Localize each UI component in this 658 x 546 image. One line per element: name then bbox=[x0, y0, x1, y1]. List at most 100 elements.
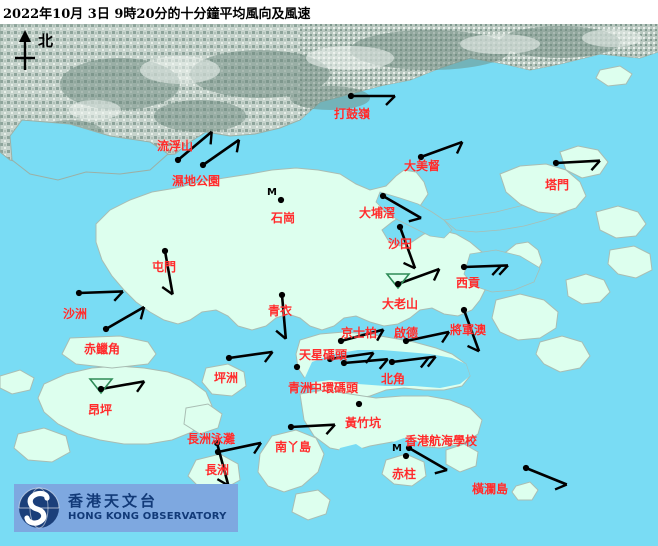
station-dot-icon bbox=[402, 337, 410, 345]
station-label: 京士柏 bbox=[341, 326, 378, 340]
station-dot-icon bbox=[199, 161, 207, 169]
station-label: 塔門 bbox=[545, 178, 570, 192]
station-dot-icon bbox=[396, 223, 404, 231]
wind-barb bbox=[408, 446, 448, 475]
station-dot-icon bbox=[460, 263, 468, 271]
station-dot-icon bbox=[287, 423, 295, 431]
station-dot-icon bbox=[394, 280, 402, 288]
hko-logo: 香港天文台 HONG KONG OBSERVATORY bbox=[14, 484, 238, 532]
station-dot-icon bbox=[522, 464, 530, 472]
station-label: 青衣 bbox=[268, 304, 293, 318]
wind-barb bbox=[105, 305, 146, 331]
wind-barb bbox=[202, 138, 241, 167]
wind-barb bbox=[555, 159, 601, 171]
wind-barb bbox=[161, 250, 174, 296]
hk-island-land bbox=[299, 389, 483, 453]
wind-barb bbox=[340, 328, 385, 343]
wind-barb bbox=[100, 380, 146, 393]
station-dot-icon bbox=[388, 358, 396, 366]
station-label: 中環碼頭 bbox=[310, 381, 359, 395]
station-label: 屯門 bbox=[152, 260, 177, 274]
station-dot-icon bbox=[402, 452, 410, 460]
peng-chau-island bbox=[201, 363, 247, 397]
north-label: 北 bbox=[38, 32, 54, 50]
station-label: 沙田 bbox=[388, 237, 413, 251]
page-title: 2022年10月 3日 9時20分的十分鐘平均風向及風速 bbox=[3, 7, 311, 22]
station-label: 南丫島 bbox=[275, 440, 312, 454]
station-label: 昂坪 bbox=[88, 403, 113, 417]
station-dot-icon bbox=[552, 159, 560, 167]
waglan-island bbox=[511, 481, 539, 501]
wind-barb bbox=[525, 466, 568, 491]
station-label: 赤鱲角 bbox=[84, 342, 121, 356]
wind-barbs-layer bbox=[78, 94, 601, 491]
north-arrow-icon: 北 bbox=[8, 28, 64, 72]
station-dot-icon bbox=[340, 359, 348, 367]
station-dot-icon bbox=[337, 337, 345, 345]
wind-barb bbox=[351, 94, 396, 106]
station-dot-icon bbox=[326, 355, 334, 363]
station-dot-icon bbox=[214, 448, 222, 456]
station-label: 石崗 bbox=[271, 211, 296, 225]
station-dot-icon bbox=[97, 385, 105, 393]
station-dot-icon bbox=[161, 247, 169, 255]
station-label: 打鼓嶺 bbox=[334, 107, 371, 121]
station-label: 橫瀾島 bbox=[472, 482, 509, 496]
mountain-station-marker-icon bbox=[88, 378, 114, 395]
map-canvas[interactable]: 北 打鼓嶺流浮山濕地公園 M 石崗 大美督塔門大埔滘沙田西貢 屯門沙洲赤鱲角昂坪 青衣 大老… bbox=[0, 24, 658, 546]
wind-barb bbox=[275, 294, 288, 340]
wind-barb bbox=[420, 140, 464, 159]
station-dot-icon bbox=[379, 192, 387, 200]
station-label: 大美督 bbox=[404, 159, 441, 173]
wind-barb bbox=[463, 264, 509, 276]
station-label: 坪洲 bbox=[214, 371, 239, 385]
station-label: 黃竹坑 bbox=[345, 416, 382, 430]
station-markers-layer bbox=[75, 92, 560, 472]
station-label: 青洲 bbox=[288, 381, 313, 395]
station-dot-icon bbox=[278, 291, 286, 299]
m-marker-icon: M bbox=[392, 443, 402, 454]
station-label: 啟德 bbox=[394, 326, 419, 340]
station-dot-icon bbox=[417, 153, 425, 161]
station-label: 將軍澳 bbox=[450, 323, 487, 337]
station-label: 香港航海學校 bbox=[405, 434, 478, 448]
station-label: 沙洲 bbox=[63, 307, 88, 321]
hko-logo-text: 香港天文台 HONG KONG OBSERVATORY bbox=[68, 494, 227, 522]
station-label: 北角 bbox=[381, 372, 406, 386]
hko-swirl-logo-icon bbox=[16, 485, 62, 531]
hko-name-chinese: 香港天文台 bbox=[68, 492, 159, 510]
station-label: 西貢 bbox=[456, 276, 481, 290]
station-dot-icon bbox=[75, 289, 83, 297]
station-dot-icon bbox=[293, 363, 301, 371]
station-dot-icon bbox=[405, 444, 413, 452]
station-dot-icon bbox=[102, 325, 110, 333]
station-label: 大埔滘 bbox=[359, 206, 396, 220]
station-label: 長洲泳灘 bbox=[187, 432, 236, 446]
wind-barb bbox=[382, 194, 422, 223]
wind-barb bbox=[290, 423, 336, 435]
hko-name-english: HONG KONG OBSERVATORY bbox=[68, 511, 227, 522]
wind-barb bbox=[462, 309, 481, 353]
station-label: 大老山 bbox=[382, 297, 419, 311]
wind-barb bbox=[391, 355, 437, 369]
station-dot-icon bbox=[174, 156, 182, 164]
station-label: 濕地公園 bbox=[172, 174, 221, 188]
deep-bay-water bbox=[9, 119, 169, 181]
chek-lap-kok-land bbox=[61, 335, 157, 369]
wind-barb bbox=[397, 267, 441, 286]
m-marker-icon: M bbox=[267, 187, 277, 198]
station-label: 長洲 bbox=[205, 463, 230, 477]
wind-barb bbox=[228, 350, 274, 363]
station-label: 流浮山 bbox=[157, 139, 194, 153]
wind-barb bbox=[398, 226, 417, 270]
wind-barb bbox=[217, 441, 263, 455]
mountain-station-marker-icon bbox=[385, 273, 411, 290]
map-graphics bbox=[0, 24, 658, 546]
station-dot-icon bbox=[277, 196, 285, 204]
station-dot-icon bbox=[347, 92, 355, 100]
station-dot-icon bbox=[460, 306, 468, 314]
title-bar: 2022年10月 3日 9時20分的十分鐘平均風向及風速 bbox=[0, 0, 658, 24]
wind-barb bbox=[343, 357, 389, 370]
wind-barb bbox=[405, 330, 451, 344]
